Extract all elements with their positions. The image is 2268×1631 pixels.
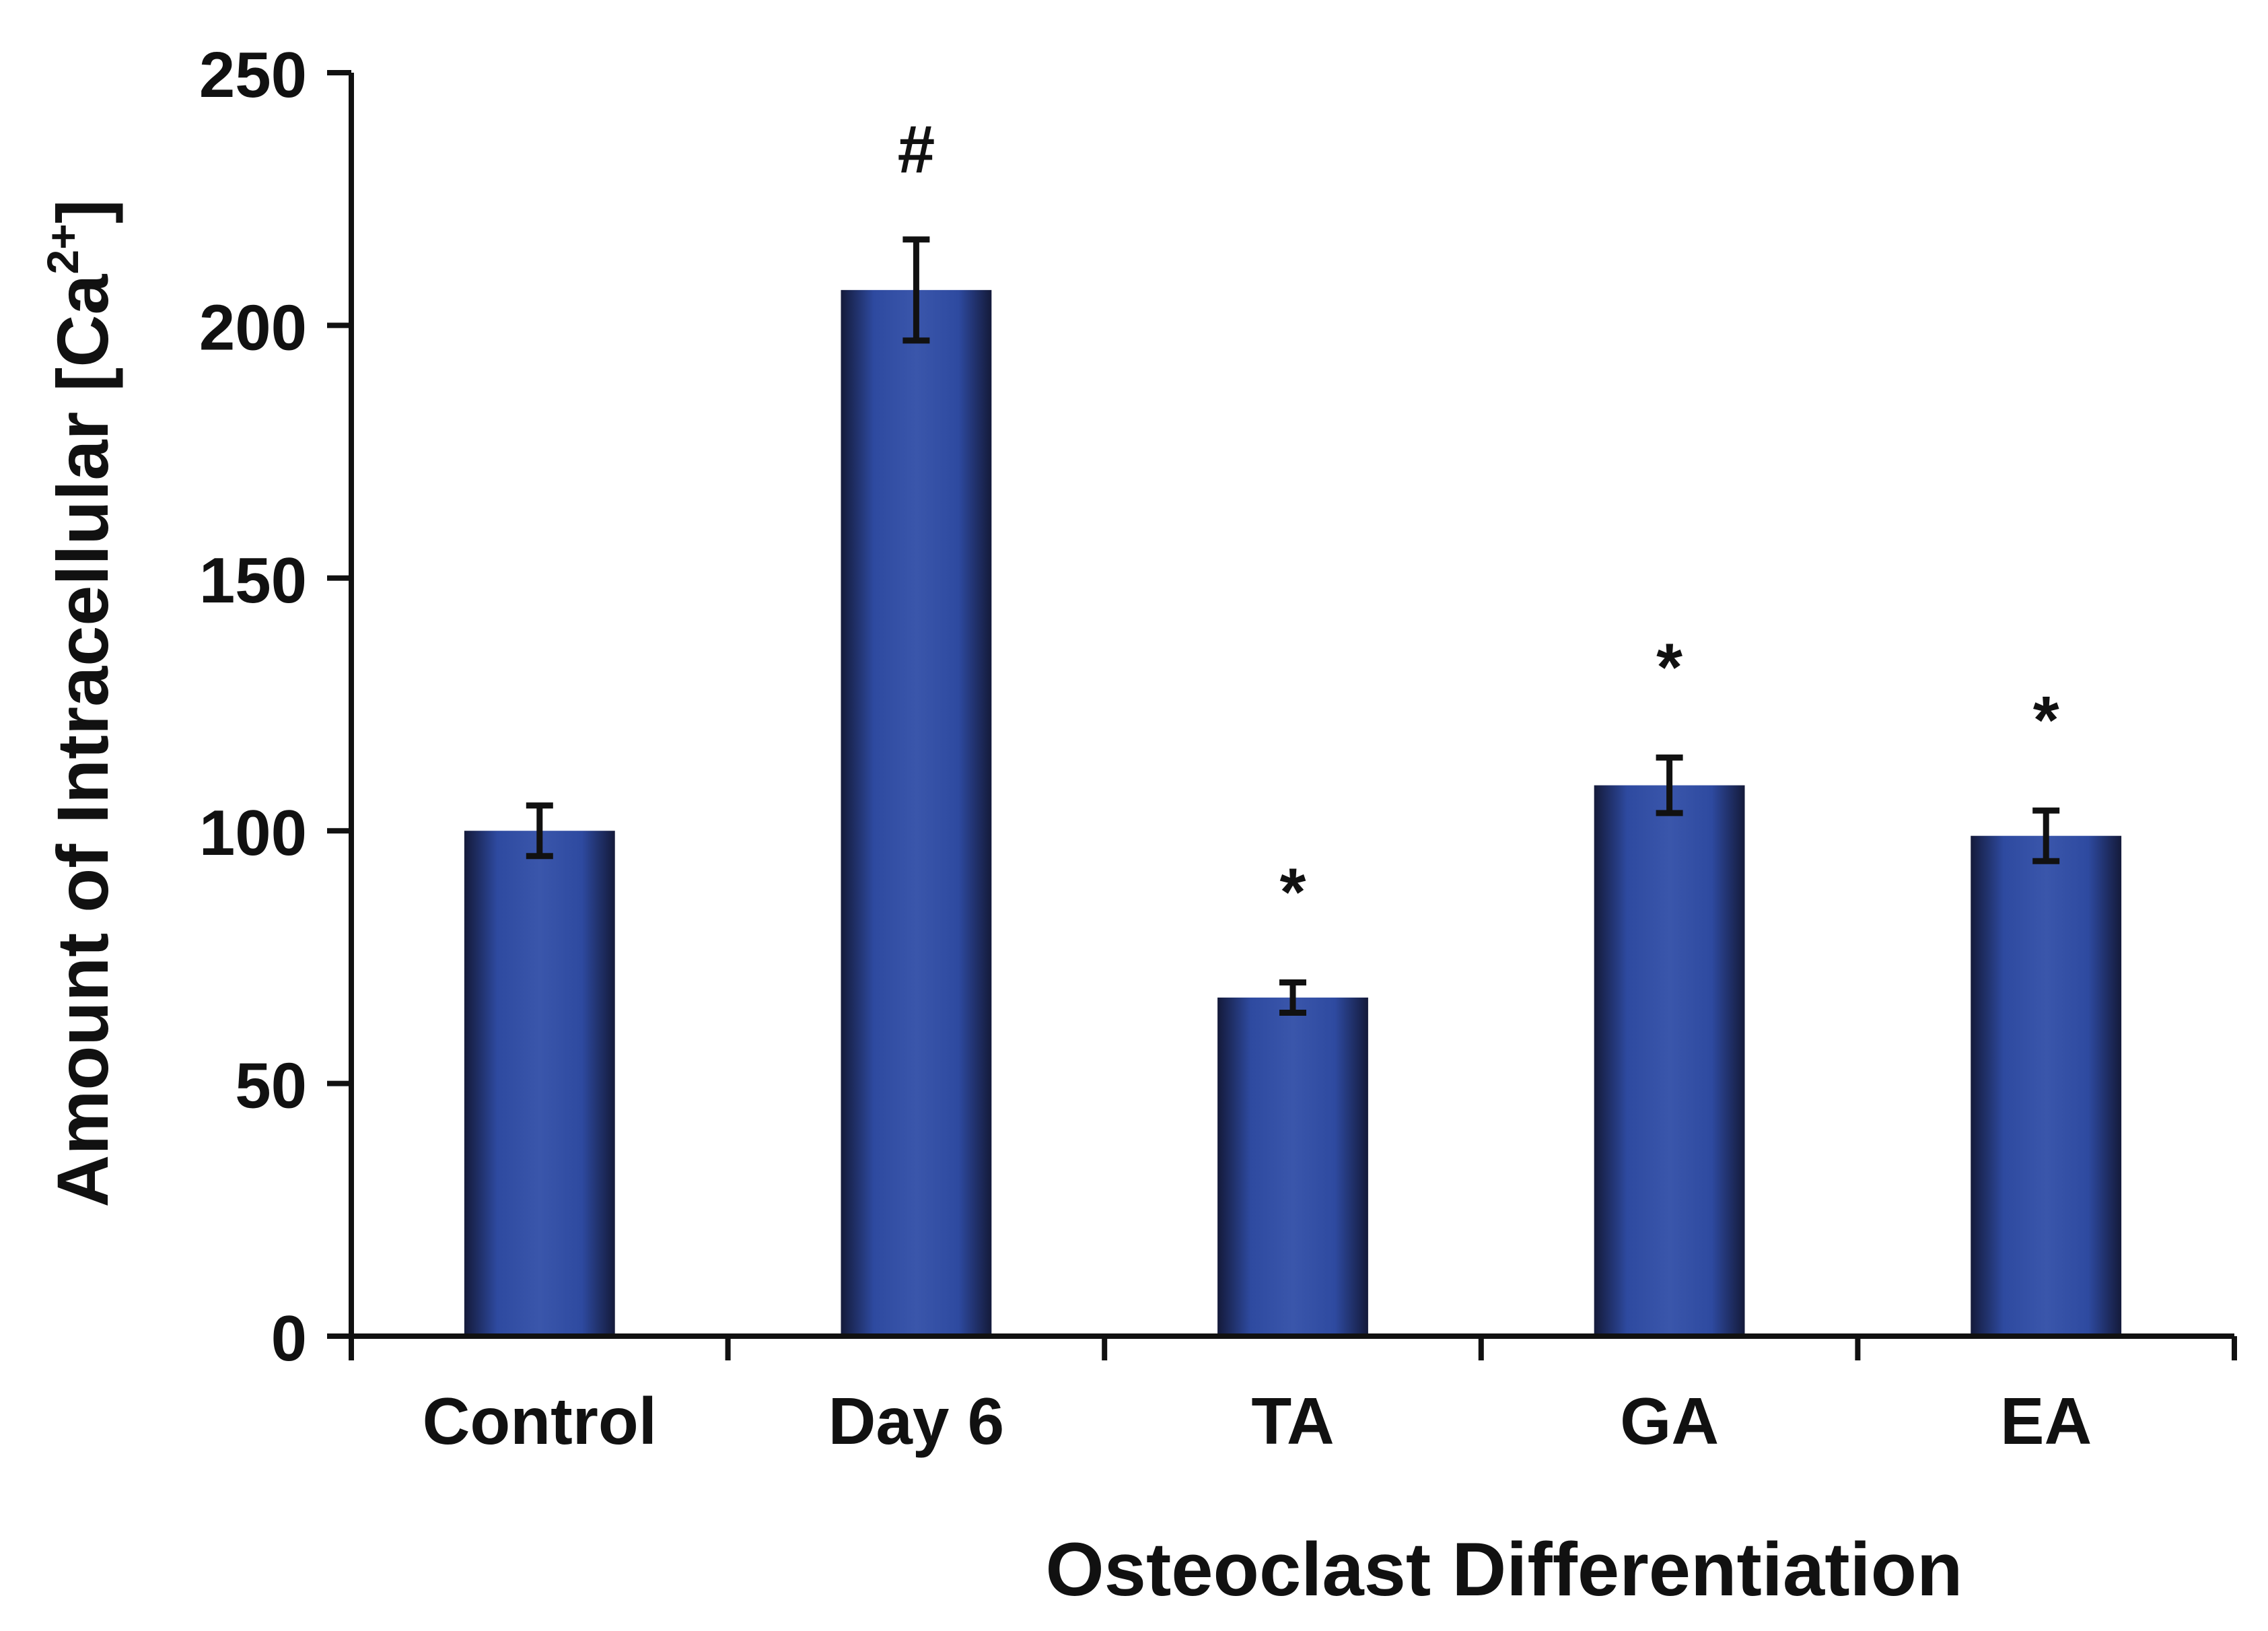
- bars-layer: [464, 289, 2122, 1336]
- x-axis-label: Osteoclast Differentiation: [1046, 1527, 1963, 1611]
- y-tick-label: 50: [235, 1050, 307, 1122]
- x-tick-label: Day 6: [828, 1384, 1005, 1458]
- x-tick-label: EA: [2000, 1384, 2092, 1458]
- x-tick-label: Control: [423, 1384, 657, 1458]
- error-bars-layer: [526, 236, 2060, 1016]
- y-tick-label: 250: [199, 39, 307, 111]
- significance-marker: *: [1656, 629, 1682, 705]
- x-tick-label: TA: [1251, 1384, 1334, 1458]
- x-tick-label: GA: [1620, 1384, 1719, 1458]
- bar: [841, 289, 992, 1336]
- bar: [464, 831, 615, 1336]
- y-tick-label: 0: [271, 1303, 307, 1375]
- y-axis-label-end: ]: [42, 199, 123, 223]
- y-tick-label: 150: [199, 545, 307, 617]
- y-axis-label-superscript: 2+: [38, 223, 87, 274]
- significance-marker: *: [2033, 683, 2059, 758]
- bar: [1594, 785, 1745, 1336]
- bar: [1971, 835, 2122, 1336]
- y-tick-label: 100: [199, 797, 307, 869]
- significance-marker: #: [898, 112, 935, 187]
- x-ticks-layer: Control Day 6 TA GA EA: [349, 1336, 2237, 1458]
- significance-marker: *: [1280, 854, 1306, 930]
- y-axis-label: Amount of Intracellular [Ca2+]: [38, 199, 123, 1207]
- y-axis-label-main: Amount of Intracellular [Ca: [42, 274, 123, 1208]
- y-ticks-layer: 0 50 100 150 200 250: [199, 39, 351, 1375]
- annotations-layer: # * * *: [898, 112, 2059, 930]
- bar: [1217, 997, 1368, 1336]
- y-tick-label: 200: [199, 291, 307, 363]
